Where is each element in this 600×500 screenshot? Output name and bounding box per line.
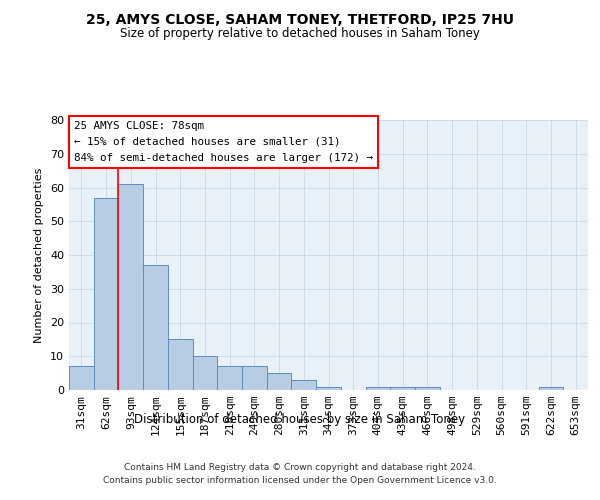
Bar (118, 184, 143, 390)
Text: Contains HM Land Registry data © Crown copyright and database right 2024.: Contains HM Land Registry data © Crown c… (124, 462, 476, 471)
Text: 25 AMYS CLOSE: 78sqm
← 15% of detached houses are smaller (31)
84% of semi-detac: 25 AMYS CLOSE: 78sqm ← 15% of detached h… (74, 122, 373, 162)
Bar (316, 386, 341, 390)
Bar (267, 373, 292, 390)
Bar (143, 265, 168, 390)
Bar (365, 386, 390, 390)
Bar (69, 366, 94, 390)
Bar (94, 198, 118, 390)
Y-axis label: Number of detached properties: Number of detached properties (34, 168, 44, 342)
Bar (292, 380, 316, 390)
Bar (242, 366, 267, 390)
Text: 25, AMYS CLOSE, SAHAM TONEY, THETFORD, IP25 7HU: 25, AMYS CLOSE, SAHAM TONEY, THETFORD, I… (86, 12, 514, 26)
Text: Distribution of detached houses by size in Saham Toney: Distribution of detached houses by size … (134, 412, 466, 426)
Text: Contains public sector information licensed under the Open Government Licence v3: Contains public sector information licen… (103, 476, 497, 485)
Bar (168, 340, 193, 390)
Text: Size of property relative to detached houses in Saham Toney: Size of property relative to detached ho… (120, 28, 480, 40)
Bar (539, 386, 563, 390)
Bar (193, 356, 217, 390)
Bar (415, 386, 440, 390)
Bar (390, 386, 415, 390)
Bar (217, 366, 242, 390)
